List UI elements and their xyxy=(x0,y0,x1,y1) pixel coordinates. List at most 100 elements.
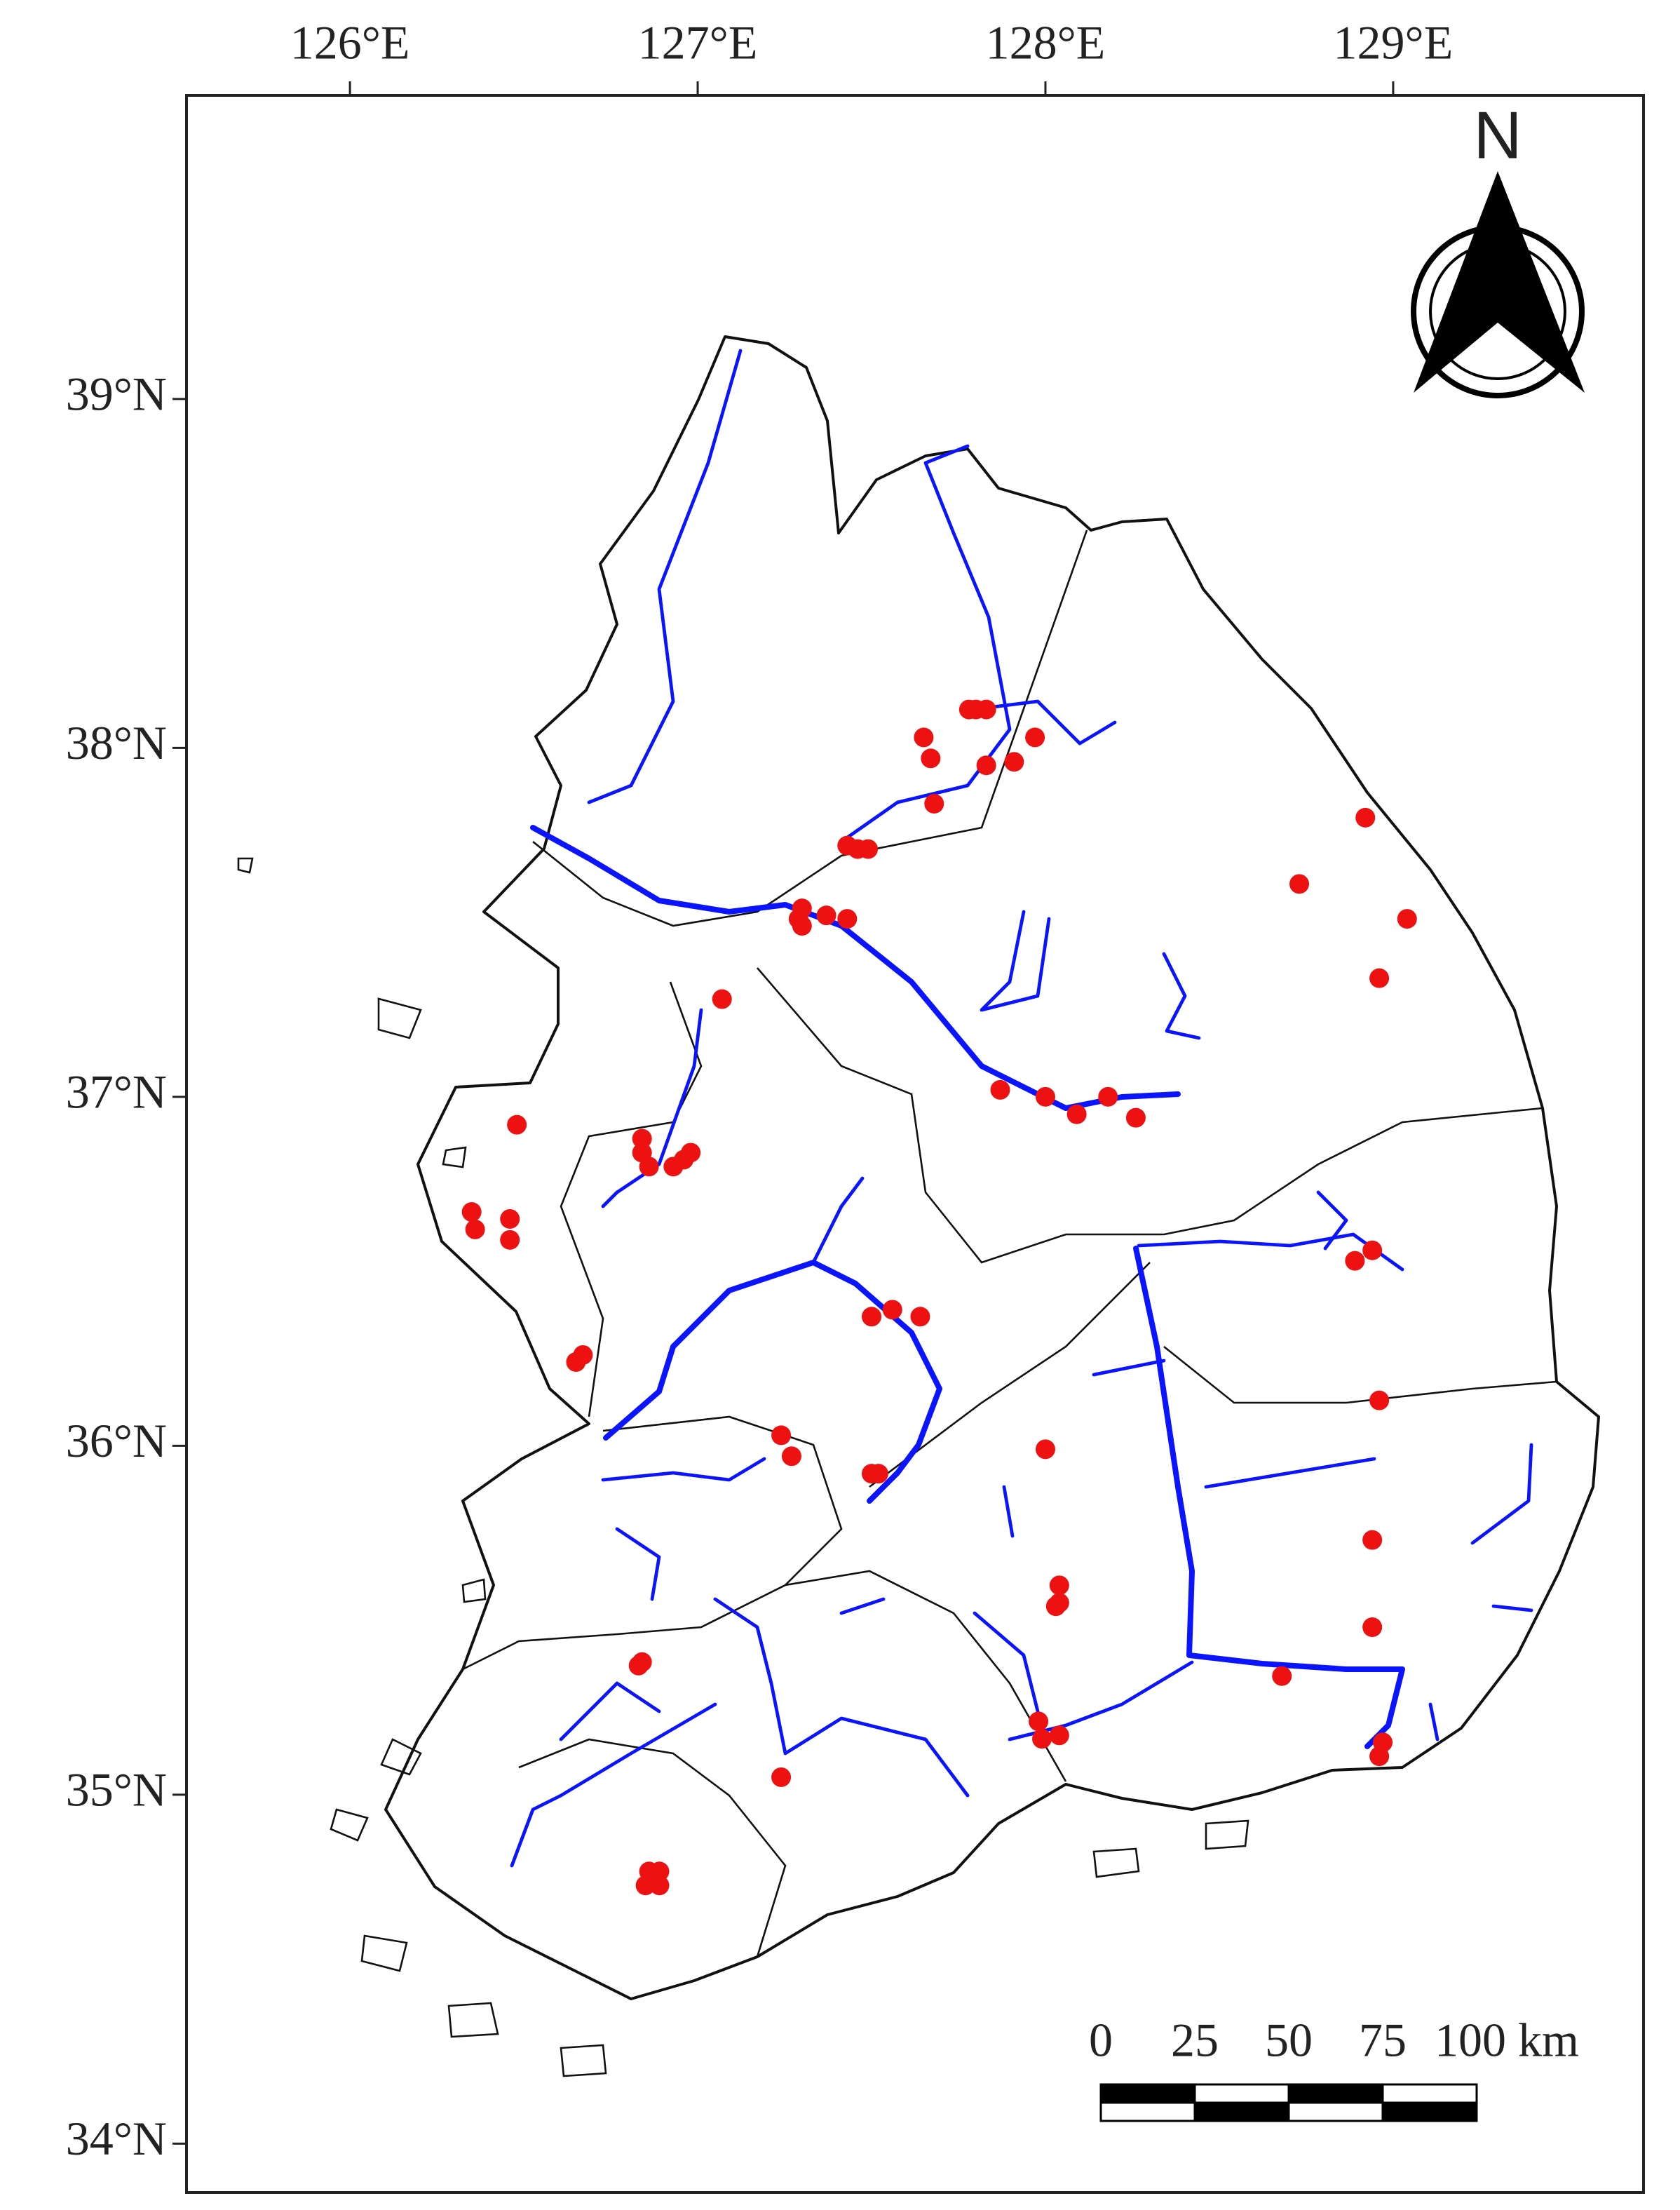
site-point xyxy=(573,1345,593,1365)
river xyxy=(1491,1604,1533,1612)
site-point xyxy=(1362,1617,1383,1638)
y-tick-label: 34°N xyxy=(66,2112,167,2165)
site-point xyxy=(500,1229,520,1250)
river xyxy=(839,444,1012,844)
site-point xyxy=(1369,1390,1390,1410)
north-arrow-right xyxy=(1498,171,1585,393)
site-point xyxy=(465,1219,485,1239)
y-tick-label: 35°N xyxy=(66,1763,167,1816)
coastline xyxy=(384,335,1600,2000)
river xyxy=(980,910,1051,1012)
river xyxy=(1002,1485,1015,1538)
scale-bar: 0 25 50 75 100 km xyxy=(1089,2014,1579,2122)
map-frame xyxy=(185,94,1645,2194)
province-border xyxy=(869,1262,1151,1488)
scale-segment xyxy=(1193,2083,1290,2104)
river xyxy=(1133,1246,1405,1749)
site-point xyxy=(635,1875,656,1896)
site-point xyxy=(1369,968,1390,988)
river xyxy=(559,1681,661,1741)
island xyxy=(237,857,1249,2077)
site-point xyxy=(771,1767,792,1787)
site-point xyxy=(649,1861,670,1882)
river xyxy=(601,1457,766,1482)
province-border xyxy=(1163,1345,1557,1404)
river xyxy=(587,349,743,804)
site-point xyxy=(1289,874,1310,894)
site-point xyxy=(1345,1251,1365,1271)
scale-segment xyxy=(1381,2083,1478,2104)
site-point xyxy=(882,1300,902,1320)
site-point xyxy=(1066,1104,1087,1124)
site-point xyxy=(628,1655,649,1676)
site-point xyxy=(632,1128,652,1149)
site-point xyxy=(1025,727,1045,748)
site-point xyxy=(1004,752,1024,772)
scale-label: 75 xyxy=(1359,2014,1407,2067)
site-point xyxy=(862,1307,882,1327)
scale-label: 100 km xyxy=(1435,2014,1579,2067)
river xyxy=(1428,1702,1439,1741)
site-point xyxy=(771,1425,792,1446)
site-point xyxy=(1032,1729,1052,1749)
north-arrow-left xyxy=(1414,171,1498,393)
river xyxy=(839,1597,886,1615)
y-tick-label: 36°N xyxy=(66,1414,167,1467)
site-point xyxy=(1272,1666,1292,1686)
province-border xyxy=(518,1738,787,1958)
site-point xyxy=(924,793,944,814)
site-point xyxy=(1397,909,1417,929)
north-arrow: N xyxy=(1411,97,1585,398)
site-point xyxy=(990,1079,1010,1100)
x-tick-label: 129°E xyxy=(1334,16,1454,69)
x-tick-label: 127°E xyxy=(638,16,758,69)
site-point xyxy=(868,1464,888,1484)
river xyxy=(1092,1359,1166,1377)
river xyxy=(980,699,1117,746)
x-tick-label: 128°E xyxy=(986,16,1106,69)
site-point xyxy=(910,1307,930,1327)
province-border xyxy=(532,530,1088,927)
site-point xyxy=(1035,1086,1055,1107)
scale-segment xyxy=(1099,2083,1196,2104)
river xyxy=(615,1527,661,1601)
scale-segment xyxy=(1287,2101,1384,2122)
site-point xyxy=(461,1202,482,1222)
scale-segment xyxy=(1193,2101,1290,2122)
site-point xyxy=(1098,1086,1118,1107)
site-point xyxy=(792,916,812,936)
site-point xyxy=(914,727,934,748)
site-point xyxy=(1362,1530,1383,1550)
site-point xyxy=(976,699,996,720)
site-point xyxy=(507,1114,527,1135)
site-point xyxy=(1045,1596,1066,1617)
scale-label: 0 xyxy=(1089,2014,1113,2067)
x-tick-label: 126°E xyxy=(290,16,410,69)
river xyxy=(811,1176,865,1265)
site-point xyxy=(639,1157,659,1177)
site-point xyxy=(976,755,996,776)
site-point xyxy=(1049,1575,1069,1596)
site-point xyxy=(681,1143,701,1163)
river xyxy=(510,1702,717,1868)
site-point xyxy=(921,748,941,769)
site-point xyxy=(1035,1439,1055,1460)
site-point xyxy=(712,989,732,1009)
river xyxy=(1470,1443,1533,1545)
site-point xyxy=(649,1875,670,1896)
site-point xyxy=(858,839,879,859)
province-border xyxy=(560,981,703,1417)
river xyxy=(1204,1457,1376,1489)
site-point xyxy=(1029,1711,1049,1732)
scale-segment xyxy=(1381,2101,1478,2122)
scale-label: 25 xyxy=(1171,2014,1219,2067)
site-point xyxy=(781,1446,801,1467)
scale-label: 50 xyxy=(1265,2014,1313,2067)
y-tick-label: 39°N xyxy=(66,367,167,420)
river xyxy=(601,1008,703,1208)
province-border xyxy=(757,967,1543,1264)
scale-segment xyxy=(1099,2101,1196,2122)
province-border xyxy=(785,1570,1067,1782)
y-tick-label: 37°N xyxy=(66,1065,167,1118)
